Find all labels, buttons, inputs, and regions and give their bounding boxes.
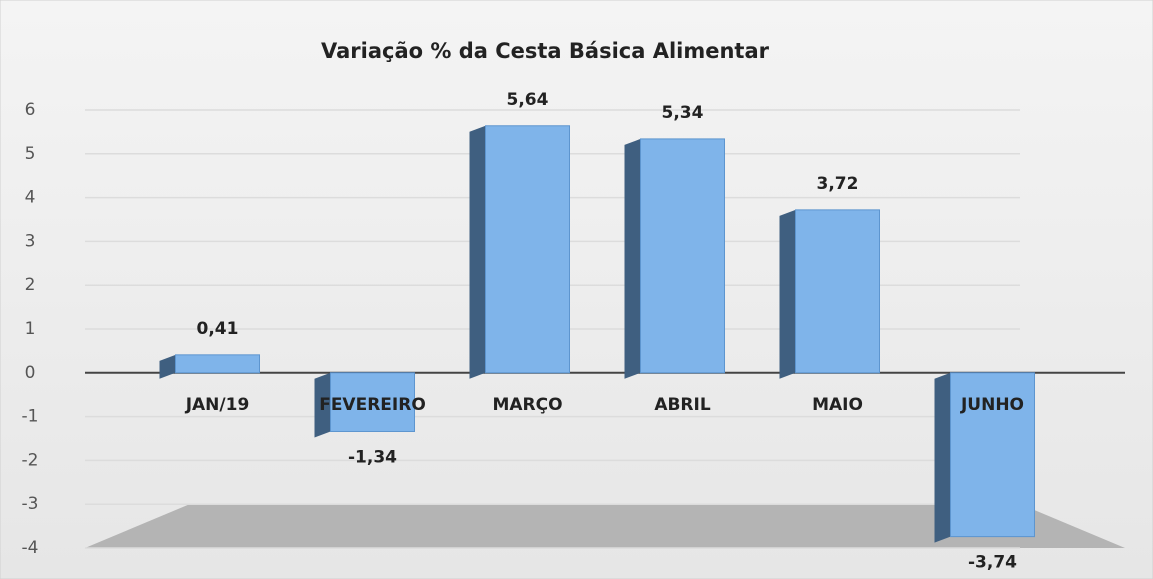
y-tick-label: -4 [22,538,39,558]
bar-side [934,372,951,543]
y-tick-label: -1 [22,407,39,427]
y-tick-label: -3 [22,494,39,514]
y-tick-label: 0 [25,363,36,383]
x-tick-label: JAN/19 [185,395,250,415]
x-tick-label: ABRIL [654,395,711,415]
floor [85,504,1125,548]
x-tick-label: MARÇO [492,395,562,415]
y-tick-label: 4 [25,188,36,208]
bar [795,209,880,374]
data-label: -3,74 [968,553,1017,573]
bar [640,138,725,374]
x-tick-label: MAIO [812,395,863,415]
y-tick-label: 5 [25,144,36,164]
bar-side [159,354,176,379]
y-tick-label: 3 [25,231,36,251]
data-label: -1,34 [348,447,397,467]
x-tick-label: FEVEREIRO [319,395,426,415]
y-tick-label: 6 [25,100,36,120]
bar-side [779,209,796,379]
bar [175,354,260,374]
data-label: 5,64 [507,90,549,110]
bar [485,125,570,374]
bar [330,372,415,432]
y-tick-label: -2 [22,450,39,470]
x-tick-label: JUNHO [960,395,1024,415]
bar [950,372,1035,538]
bar-side [314,372,331,438]
y-tick-label: 2 [25,275,36,295]
bar-side [469,125,486,379]
data-label: 0,41 [197,319,239,339]
bar-side [624,138,641,379]
data-label: 3,72 [817,174,859,194]
chart-title: Variação % da Cesta Básica Alimentar [321,39,770,63]
y-tick-label: 1 [25,319,36,339]
data-label: 5,34 [662,103,704,123]
